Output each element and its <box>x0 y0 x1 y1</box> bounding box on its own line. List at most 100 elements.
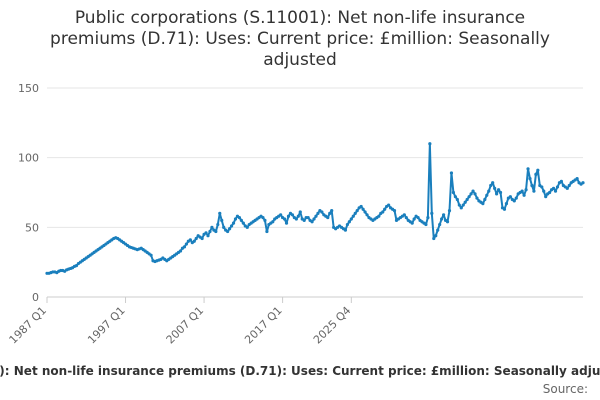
line-chart: 0 50 100 150 1987 Q1 1997 Q1 2007 Q1 2017 Q1 20… <box>7 82 585 347</box>
data-point <box>555 185 560 189</box>
data-point <box>271 220 275 224</box>
data-point <box>442 213 446 217</box>
data-point <box>530 183 534 188</box>
data-point <box>263 218 267 222</box>
data-point <box>349 217 353 221</box>
data-point <box>216 222 220 227</box>
data-point <box>461 203 465 207</box>
data-point <box>436 228 440 232</box>
data-point <box>553 189 558 193</box>
data-point <box>491 181 495 185</box>
data-point <box>457 203 461 207</box>
data-point <box>328 211 332 215</box>
data-point <box>237 215 242 220</box>
data-point <box>214 229 218 234</box>
data-point <box>222 225 226 229</box>
data-point <box>496 188 501 192</box>
data-point <box>471 189 475 193</box>
data-point <box>239 218 243 222</box>
data-point <box>412 217 416 221</box>
data-point <box>182 245 187 249</box>
data-point <box>463 200 467 204</box>
data-point <box>200 236 204 241</box>
data-point <box>204 231 208 235</box>
data-point <box>383 207 387 211</box>
data-point <box>426 215 430 220</box>
data-point <box>551 186 556 190</box>
data-point <box>459 206 463 210</box>
data-point <box>453 195 457 199</box>
data-point <box>489 183 493 188</box>
data-point <box>310 220 314 224</box>
data-point <box>485 193 489 197</box>
data-point <box>430 211 434 215</box>
data-point <box>467 195 471 199</box>
footer-source: Source: <box>542 382 588 396</box>
data-point <box>233 217 238 221</box>
data-point <box>514 196 518 200</box>
data-point <box>206 234 210 238</box>
data-point <box>316 211 320 215</box>
data-point <box>475 196 479 200</box>
data-point <box>410 221 414 225</box>
data-point <box>284 221 289 225</box>
data-point <box>428 142 432 146</box>
data-point <box>542 189 546 193</box>
data-point <box>483 197 487 202</box>
data-point <box>343 228 348 232</box>
y-tick-label: 100 <box>18 152 39 165</box>
data-point <box>294 217 298 221</box>
data-point <box>282 217 287 221</box>
data-point <box>188 238 192 242</box>
data-point <box>296 214 300 218</box>
footer-series-label: Public corporations (S.11001): Net non-l… <box>0 364 600 382</box>
data-point <box>355 209 359 213</box>
data-point <box>438 222 442 227</box>
data-point <box>326 215 330 220</box>
data-point <box>402 213 406 217</box>
data-point <box>522 193 526 197</box>
x-tick-label: 2007 Q1 <box>164 304 207 347</box>
data-point <box>178 249 183 253</box>
data-point <box>520 189 524 193</box>
x-axis-ticks: 1987 Q1 1997 Q1 2007 Q1 2017 Q1 2025 Q4 <box>7 297 353 347</box>
data-point <box>361 207 365 211</box>
x-tick-label: 1987 Q1 <box>7 304 50 347</box>
data-point <box>210 225 214 229</box>
data-point <box>534 172 538 176</box>
data-point <box>149 253 153 257</box>
data-point <box>194 236 198 241</box>
data-point <box>473 192 477 196</box>
y-axis-ticks: 0 50 100 150 <box>18 82 39 304</box>
data-point <box>365 213 369 217</box>
data-point <box>218 211 222 215</box>
data-point <box>565 186 569 190</box>
data-point <box>184 242 188 246</box>
data-point <box>487 189 491 193</box>
data-point <box>581 181 585 185</box>
data-point <box>424 222 428 227</box>
data-point <box>345 222 349 227</box>
data-point <box>192 239 196 243</box>
data-point <box>392 209 397 213</box>
data-point <box>298 210 302 214</box>
data-point <box>226 229 230 234</box>
data-point <box>567 183 571 188</box>
data-point <box>504 202 509 206</box>
data-point <box>469 192 473 196</box>
data-point <box>404 215 408 220</box>
data-point <box>536 168 540 172</box>
data-point <box>241 221 245 225</box>
data-point <box>227 227 232 231</box>
data-point <box>330 209 334 213</box>
data-point <box>449 171 454 175</box>
gridlines <box>47 87 583 298</box>
series-layer <box>45 142 585 275</box>
data-point <box>245 225 249 229</box>
chart-title: Public corporations (S.11001): Net non-l… <box>50 8 550 70</box>
footer-series-text: Public corporations (S.11001): Net non-l… <box>0 364 600 378</box>
data-point <box>440 217 444 221</box>
data-point <box>495 192 499 196</box>
data-point <box>434 234 438 238</box>
y-tick-label: 150 <box>18 82 39 95</box>
